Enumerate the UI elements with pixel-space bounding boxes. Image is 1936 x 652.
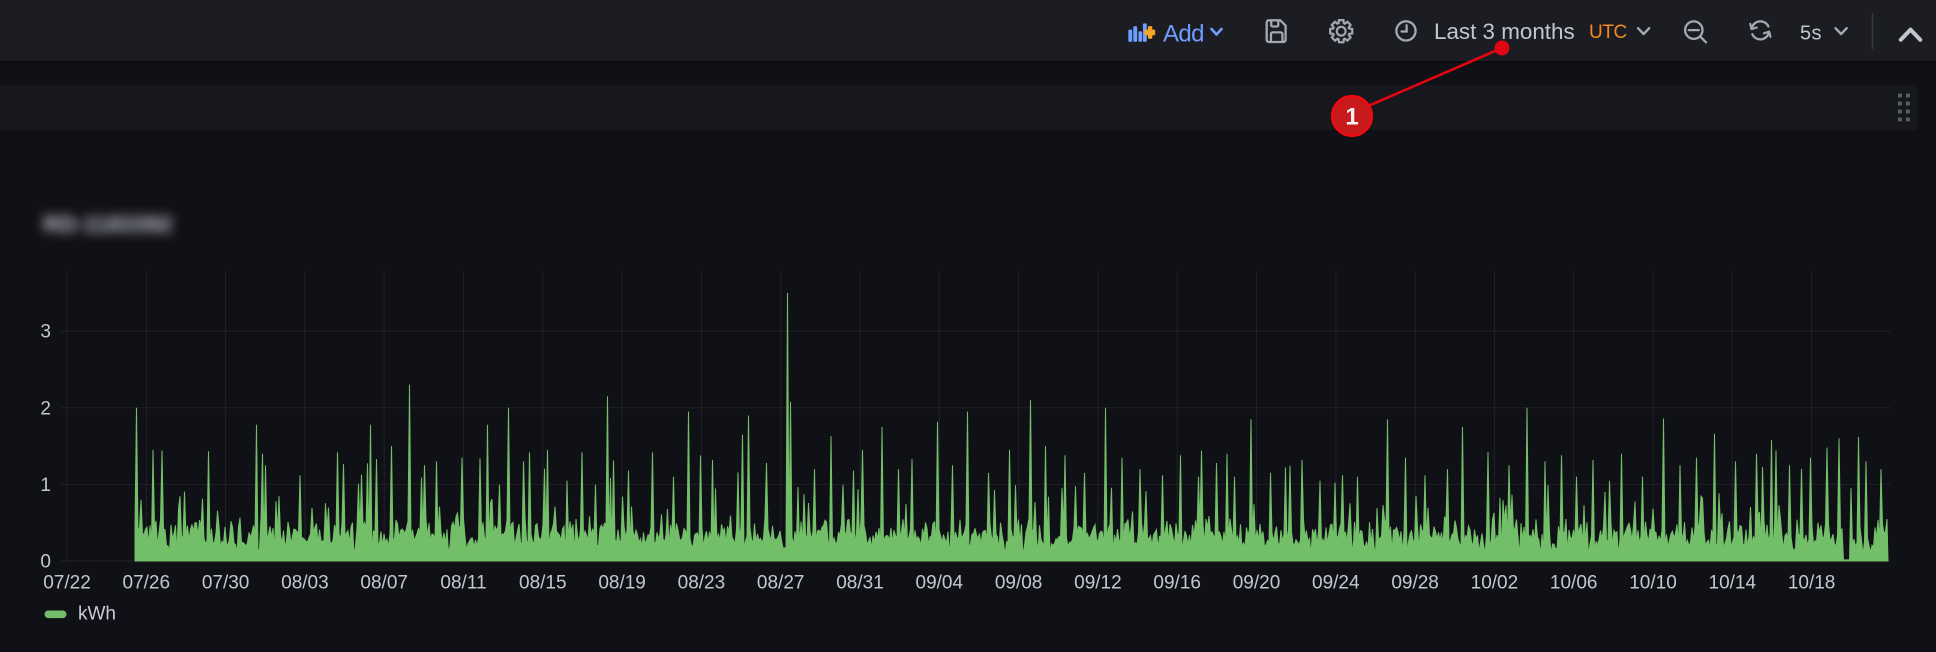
svg-text:09/16: 09/16	[1153, 573, 1201, 594]
svg-text:07/22: 07/22	[43, 573, 91, 594]
svg-text:08/31: 08/31	[836, 573, 884, 594]
svg-text:09/08: 09/08	[995, 573, 1043, 594]
svg-text:08/07: 08/07	[360, 573, 408, 594]
svg-text:Last 3 months: Last 3 months	[1434, 19, 1575, 44]
svg-text:Add: Add	[1163, 20, 1204, 47]
svg-text:0: 0	[40, 552, 51, 573]
svg-text:10/14: 10/14	[1709, 573, 1757, 594]
svg-text:10/18: 10/18	[1788, 573, 1836, 594]
svg-text:08/15: 08/15	[519, 573, 567, 594]
svg-text:07/30: 07/30	[202, 573, 250, 594]
svg-text:10/06: 10/06	[1550, 573, 1598, 594]
svg-text:UTC: UTC	[1589, 22, 1627, 43]
svg-text:10/02: 10/02	[1471, 573, 1519, 594]
svg-text:1: 1	[1345, 104, 1358, 131]
svg-text:2: 2	[40, 398, 51, 419]
svg-text:09/20: 09/20	[1233, 573, 1281, 594]
svg-text:3: 3	[40, 322, 51, 343]
svg-text:09/24: 09/24	[1312, 573, 1360, 594]
svg-text:09/28: 09/28	[1391, 573, 1439, 594]
svg-text:08/27: 08/27	[757, 573, 805, 594]
svg-text:07/26: 07/26	[123, 573, 171, 594]
svg-text:5s: 5s	[1800, 22, 1822, 44]
svg-text:08/11: 08/11	[440, 573, 486, 594]
svg-text:09/04: 09/04	[916, 573, 964, 594]
svg-text:kWh: kWh	[78, 604, 116, 625]
svg-text:08/19: 08/19	[598, 573, 646, 594]
svg-text:08/03: 08/03	[281, 573, 329, 594]
svg-text:08/23: 08/23	[678, 573, 726, 594]
svg-text:1: 1	[40, 475, 51, 496]
svg-text:09/12: 09/12	[1074, 573, 1122, 594]
svg-text:10/10: 10/10	[1629, 573, 1677, 594]
